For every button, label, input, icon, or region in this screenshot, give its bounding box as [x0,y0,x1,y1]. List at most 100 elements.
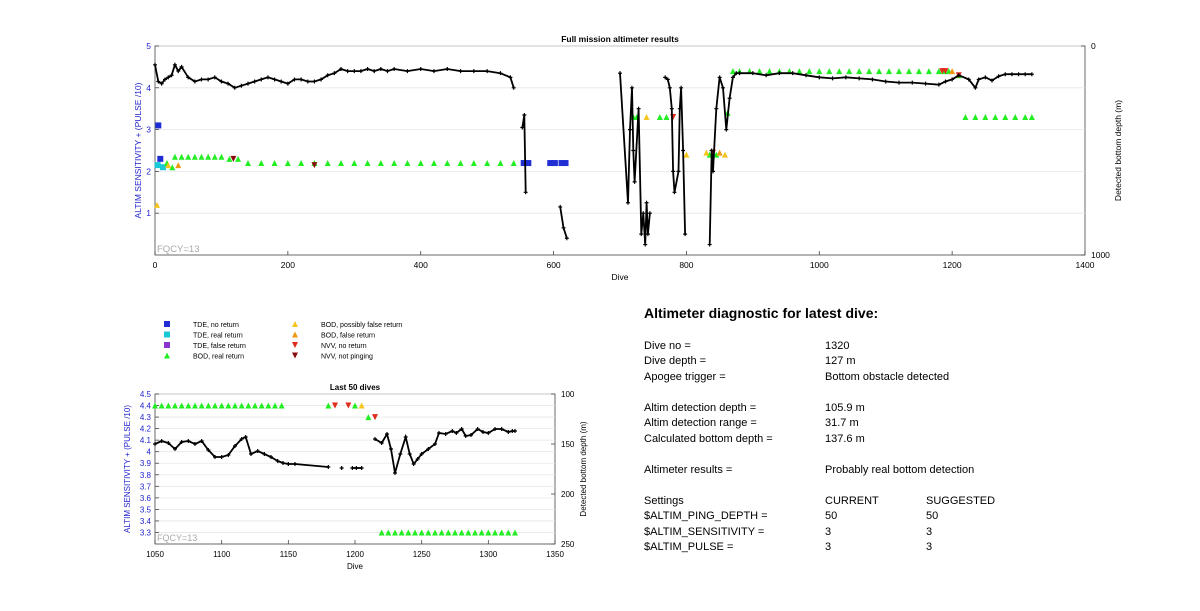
diagnostic-title: Altimeter diagnostic for latest dive: [644,305,879,321]
depth-point [709,148,714,153]
depth-point [506,430,511,434]
depth-point [750,71,755,76]
depth-point [983,75,988,80]
depth-point [936,82,941,87]
y-tick-label: 3.9 [140,459,152,468]
depth-point [437,431,441,435]
depth-point [262,452,267,456]
depth-point [647,211,652,216]
bod-real-return-marker [364,160,371,167]
y-tick-label: 1 [146,208,151,218]
depth-point [173,447,177,451]
altim-detection-depth-value: 105.9 m [825,401,865,414]
depth-point [469,433,473,437]
bod-real-return-marker [510,160,517,167]
y-tick-label: 4.2 [140,425,152,434]
depth-point [676,169,681,174]
altimeter-diagnostic-panel: Altimeter diagnostic for latest dive: Di… [644,305,1164,556]
depth-point [415,457,420,461]
depth-point [339,466,344,470]
bod-real-return-marker [392,529,398,536]
x-axis-label: Dive [611,272,628,282]
bod-real-return-marker [457,160,464,167]
y-tick-label: 3 [146,125,151,135]
depth-point [817,75,822,80]
depth-point [169,73,174,78]
depth-point [645,232,650,237]
depth-point [373,437,377,441]
depth-point [513,429,517,433]
depth-point [667,85,672,90]
depth-point [281,461,285,465]
depth-point [426,447,431,451]
bod-real-return-marker [816,68,823,75]
bod-real-return-marker [470,160,477,167]
bod-real-return-marker [258,402,265,409]
bod-real-return-marker [404,160,411,167]
bod-real-return-marker [1002,114,1009,121]
depth-point [252,79,257,84]
depth-point [279,79,284,84]
depth-point [558,204,563,209]
bod-real-return-marker [412,529,418,536]
bod-real-return-marker [856,68,863,75]
bod-real-return-marker [212,402,218,409]
depth-point [358,69,363,74]
depth-point [365,66,370,71]
tde-real-return-marker [154,162,161,169]
y-right-axis-label: Detected bottom depth (m) [579,421,588,516]
y-axis-label: ALTIM SENSITIVITY + (PULSE /10) [133,82,143,218]
depth-point [275,459,280,463]
depth-point [407,452,412,456]
depth-point [454,431,459,435]
bod-real-return-marker [198,153,205,160]
depth-point [481,430,485,434]
dive-no-value: 1320 [825,339,850,352]
bod-real-return-marker [1022,114,1029,121]
plot-area [154,393,556,545]
bod-real-return-marker [982,114,989,121]
depth-point [325,73,330,78]
depth-point [720,85,725,90]
depth-point [199,439,204,443]
depth-point [671,169,676,174]
dive-depth-label: Dive depth = [644,355,707,367]
bod-possibly-false-return-marker [153,201,160,208]
depth-point [644,200,649,205]
bod-real-return-marker [245,402,252,409]
depth-point [385,432,389,436]
setting-current: 3 [825,541,832,553]
bod-real-return-marker [152,402,158,409]
bod-real-return-marker [935,68,942,75]
depth-point [923,81,928,86]
bod-real-return-marker [806,68,813,75]
depth-point [312,79,317,84]
bod-real-return-marker [756,68,763,75]
x-tick-label: 0 [153,260,158,270]
bod-real-return-marker [226,155,233,162]
altim-detection-depth-row: Altim detection depth = 105.9 m [644,401,1164,417]
depth-point [272,77,277,82]
y-right-axis-label: Detected bottom depth (m) [1113,100,1123,201]
bod-possibly-false-return-legend-marker [292,321,298,327]
bod-real-return-marker [432,529,438,536]
altim-detection-depth-label: Altim detection depth = [644,401,757,414]
bod-real-return-marker [485,529,492,536]
depth-point [777,71,782,76]
depth-point [631,148,636,153]
y-tick-label: 4.1 [140,436,152,445]
depth-point [1009,72,1014,77]
bod-real-return-marker [352,402,358,409]
depth-point [166,441,171,445]
depth-point [561,225,566,230]
depth-point [990,78,994,83]
depth-point [192,79,197,84]
depth-point [639,232,644,237]
bod-possibly-false-return-marker [683,151,690,158]
fqcy-annotation: FQCY=13 [157,533,197,543]
depth-point [523,190,528,195]
bod-real-return-marker [165,402,172,409]
bod-real-return-marker [169,164,176,171]
y-right-tick-label: 150 [561,440,575,449]
depth-point [213,455,217,459]
